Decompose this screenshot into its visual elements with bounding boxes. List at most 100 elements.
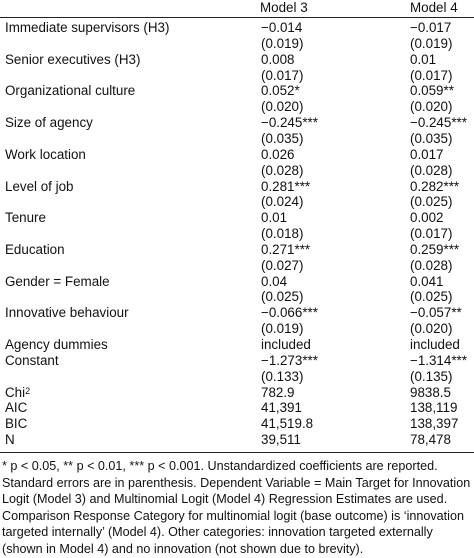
row-label-text: Tenure [5, 210, 46, 226]
model-3-value: 0.04 [261, 273, 288, 289]
row-label: Education [5, 242, 65, 258]
model-4-value: 0.259*** [410, 241, 460, 257]
table-row: BIC 41,519.8 138,397 [0, 416, 474, 432]
row-label: Size of agency [5, 115, 93, 131]
table-row-se: (0.028) (0.028) [0, 163, 474, 179]
row-label: Innovative behaviour [5, 305, 129, 321]
model-4-value: 0.059** [410, 83, 454, 99]
row-label: Immediate supervisors (H3) [5, 20, 169, 36]
row-label-text: Work location [5, 146, 86, 162]
row-label: Organizational culture [5, 83, 135, 99]
row-label: Constant [5, 353, 59, 369]
model-3-value: 0.01 [261, 210, 288, 226]
note-line: Logit (Model 3) and Multinomial Logit (M… [2, 492, 448, 507]
model-3-value: (0.133) [261, 368, 304, 384]
table-row: Gender = Female 0.04 0.041 [0, 274, 474, 290]
note-line: * p < 0.05, ** p < 0.01, *** p < 0.001. … [2, 459, 438, 473]
table-row-se: (0.019) (0.020) [0, 321, 474, 337]
model-3-value: 39,511 [261, 432, 301, 448]
model-4-value: (0.020) [410, 99, 453, 115]
model-4-value: 0.01 [410, 51, 437, 67]
row-label: Chi2 [5, 385, 30, 401]
model-4-value: (0.019) [410, 35, 453, 51]
model-3-value: 0.271*** [261, 241, 311, 257]
note-line: Comparison Response Category for multino… [2, 508, 464, 523]
table-row: Senior executives (H3) 0.008 0.01 [0, 52, 474, 68]
note-line: targeted internally’ (Model 4). Other ca… [2, 525, 433, 540]
model-3-value: −0.014 [261, 20, 303, 35]
row-label-text: Organizational culture [5, 83, 136, 99]
table-row-se: (0.018) (0.017) [0, 226, 474, 242]
row-label: Agency dummies [5, 337, 108, 353]
model-3-value: (0.035) [261, 130, 304, 146]
table-row: Organizational culture 0.052* 0.059** [0, 83, 474, 99]
table-row: Immediate supervisors (H3) −0.014 −0.017 [0, 20, 474, 36]
model-4-value: −0.017 [410, 20, 452, 35]
header-model-3: Model 3 [260, 0, 308, 15]
model-4-value: (0.025) [410, 194, 453, 210]
model-3-value: (0.018) [261, 226, 304, 242]
model-3-value: (0.024) [261, 194, 304, 210]
table-row: Chi2 782.9 9838.5 [0, 385, 474, 401]
table-row: Education 0.271*** 0.259*** [0, 242, 474, 258]
model-3-value: −0.245*** [261, 115, 318, 131]
row-label: BIC [5, 416, 27, 432]
model-4-value: (0.017) [410, 226, 453, 242]
row-label-text: N [5, 432, 15, 448]
table-row: Size of agency −0.245*** −0.245*** [0, 115, 474, 131]
table-row: AIC 41,391 138,119 [0, 400, 474, 416]
row-label-text: Chi [5, 384, 26, 400]
model-4-value: 138,119 [410, 400, 458, 416]
model-3-value: −0.066*** [261, 305, 318, 321]
row-label-text: Senior executives (H3) [5, 51, 141, 67]
header-model-4: Model 4 [410, 0, 458, 15]
row-label-text: Education [5, 241, 65, 257]
model-4-value: 138,397 [410, 416, 459, 432]
table-row-se: (0.133) (0.135) [0, 369, 474, 385]
table-row-se: (0.027) (0.028) [0, 258, 474, 274]
row-label-text: Gender = Female [5, 273, 110, 289]
model-4-value: included [410, 337, 460, 352]
row-label-superscript: 2 [25, 385, 31, 396]
row-label: Gender = Female [5, 274, 110, 290]
row-label-text: Immediate supervisors (H3) [5, 20, 170, 35]
model-3-value: (0.017) [261, 67, 304, 83]
table-row: Constant −1.273*** −1.314*** [0, 353, 474, 369]
model-3-value: (0.025) [261, 289, 304, 305]
model-3-value: (0.019) [261, 321, 304, 337]
model-4-value: (0.028) [410, 162, 453, 178]
table-note: * p < 0.05, ** p < 0.01, *** p < 0.001. … [0, 458, 474, 558]
table-row-se: (0.024) (0.025) [0, 194, 474, 210]
table-row-se: (0.019) (0.019) [0, 36, 474, 52]
model-4-value: 78,478 [410, 432, 451, 448]
table-row: Work location 0.026 0.017 [0, 147, 474, 163]
model-3-value: (0.019) [261, 35, 304, 51]
row-label: Work location [5, 147, 86, 163]
table-row-se: (0.020) (0.020) [0, 99, 474, 115]
row-label: Senior executives (H3) [5, 52, 140, 68]
row-label-text: AIC [5, 400, 28, 416]
model-4-value: (0.020) [410, 321, 453, 337]
row-label-text: Innovative behaviour [5, 305, 129, 321]
row-label: N [5, 432, 15, 448]
model-3-value: 0.052* [261, 83, 300, 99]
table-row: Tenure 0.01 0.002 [0, 210, 474, 226]
model-4-value: 0.017 [410, 146, 444, 162]
row-label-text: Level of job [5, 178, 74, 194]
note-line: Standard errors are in parenthesis. Depe… [2, 475, 471, 490]
note-line: (shown in Model 4) and no innovation (no… [2, 541, 364, 556]
header-rule [0, 17, 474, 18]
table-row: Innovative behaviour −0.066*** −0.057** [0, 305, 474, 321]
row-label: AIC [5, 400, 27, 416]
model-3-value: included [261, 337, 311, 352]
model-3-value: 0.281*** [261, 178, 311, 194]
model-4-value: (0.017) [410, 67, 453, 83]
table-row: Level of job 0.281*** 0.282*** [0, 179, 474, 195]
model-3-value: −1.273*** [261, 352, 318, 368]
model-3-value: (0.020) [261, 99, 304, 115]
model-4-value: 0.041 [410, 273, 444, 289]
model-4-value: −0.057** [410, 305, 462, 321]
row-label-text: Agency dummies [5, 337, 108, 352]
model-4-value: (0.025) [410, 289, 453, 305]
model-4-value: 0.002 [410, 210, 444, 226]
